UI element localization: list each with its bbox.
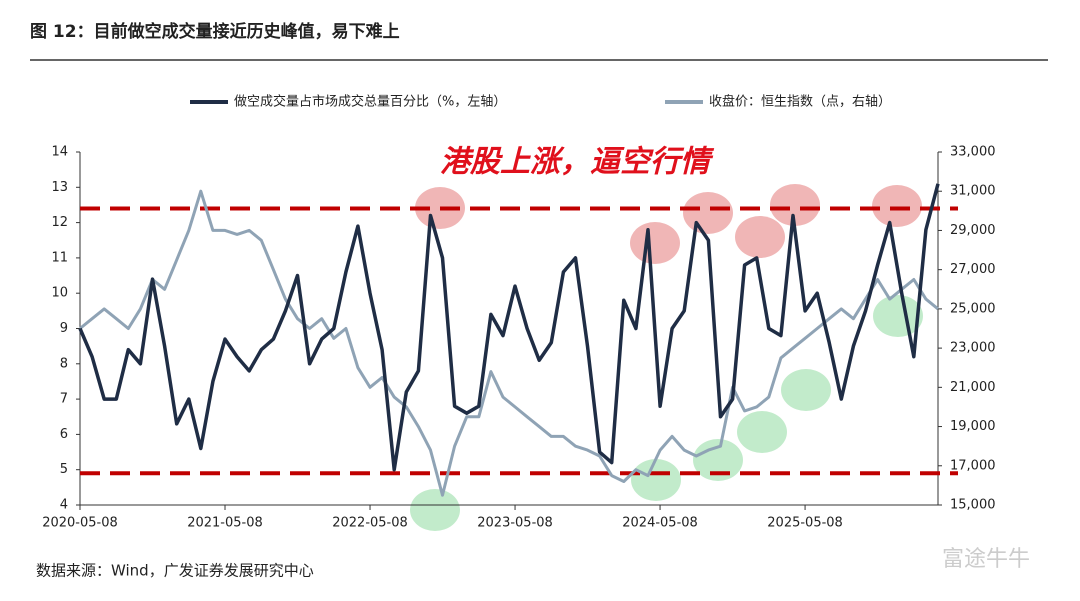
y2-tick-label: 15,000 xyxy=(950,498,996,513)
green-circle xyxy=(693,439,743,481)
green-circle xyxy=(873,295,923,337)
y-tick-label: 14 xyxy=(51,145,68,160)
y2-tick-label: 17,000 xyxy=(950,458,996,473)
y-tick-label: 12 xyxy=(51,215,68,230)
y-tick-label: 13 xyxy=(51,180,68,195)
y2-tick-label: 21,000 xyxy=(950,380,996,395)
highlight-circles xyxy=(415,184,922,264)
x-tick-label: 2024-05-08 xyxy=(622,516,698,531)
red-circle xyxy=(770,184,820,226)
x-tick-label: 2023-05-08 xyxy=(477,516,553,531)
y-tick-label: 9 xyxy=(60,321,68,336)
y-tick-label: 8 xyxy=(60,356,68,371)
green-circle xyxy=(410,489,460,531)
y-tick-label: 5 xyxy=(60,462,68,477)
y-tick-label: 11 xyxy=(51,250,68,265)
y2-tick-label: 25,000 xyxy=(950,301,996,316)
y2-tick-label: 33,000 xyxy=(950,145,996,160)
y-tick-label: 10 xyxy=(51,286,68,301)
chart-title: 图 12：目前做空成交量接近历史峰值，易下难上 xyxy=(30,21,400,42)
series-line xyxy=(79,189,939,497)
green-circle xyxy=(631,459,681,501)
y2-tick-label: 23,000 xyxy=(950,341,996,356)
green-circle xyxy=(781,369,831,411)
y-tick-label: 6 xyxy=(60,427,68,442)
y2-tick-label: 31,000 xyxy=(950,184,996,199)
red-circle xyxy=(872,185,922,227)
watermark: 富途牛牛 xyxy=(942,547,1030,572)
x-tick-label: 2022-05-08 xyxy=(332,516,408,531)
y-tick-label: 7 xyxy=(60,392,68,407)
source: 数据来源：Wind，广发证券发展研究中心 xyxy=(36,562,314,580)
annotation: 港股上涨，逼空行情 xyxy=(440,145,715,180)
x-tick-label: 2020-05-08 xyxy=(42,516,118,531)
red-circle xyxy=(735,216,785,258)
y2-tick-label: 29,000 xyxy=(950,223,996,238)
red-circle xyxy=(630,222,680,264)
series-line xyxy=(78,183,940,472)
x-tick-label: 2025-05-08 xyxy=(767,516,843,531)
legend-label: 做空成交量占市场成交总量百分比（%，左轴） xyxy=(234,94,506,110)
y-tick-label: 4 xyxy=(60,498,68,513)
x-tick-label: 2021-05-08 xyxy=(187,516,263,531)
highlight-circles xyxy=(410,295,923,531)
red-circle xyxy=(683,192,733,234)
legend-label: 收盘价：恒生指数（点，右轴） xyxy=(709,94,891,110)
green-circle xyxy=(737,411,787,453)
y2-tick-label: 19,000 xyxy=(950,419,996,434)
y2-tick-label: 27,000 xyxy=(950,262,996,277)
